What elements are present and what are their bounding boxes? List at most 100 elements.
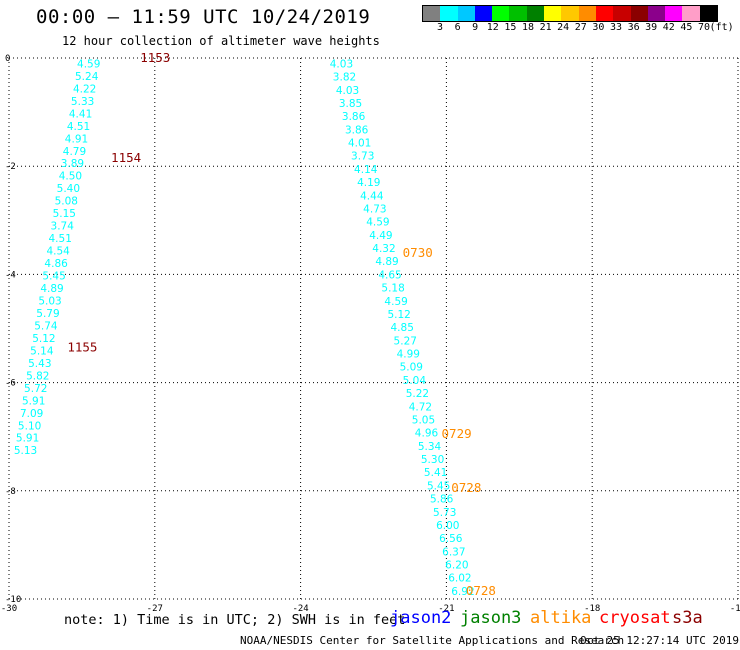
wave-height-value: 5.33 [71,96,94,108]
wave-height-value: 5.22 [406,388,429,400]
wave-height-value: 4.89 [40,283,63,295]
wave-height-value: 4.44 [360,190,384,202]
wave-height-value: 4.03 [330,58,353,70]
time-label: 0730 [403,245,433,260]
wave-height-value: 4.59 [384,296,407,308]
wave-height-value: 5.74 [34,320,58,332]
color-swatch [492,6,510,21]
wave-height-value: 5.73 [433,507,456,519]
color-swatch [630,6,648,21]
wave-height-value: 5.72 [24,383,47,395]
wave-height-value: 6.00 [436,520,459,532]
x-tick-label: -15 [730,604,740,614]
wave-height-value: 5.24 [75,71,99,83]
wave-height-value: 5.43 [28,358,51,370]
color-swatch [578,6,596,21]
color-swatch [509,6,527,21]
wave-height-value: 5.03 [38,295,61,307]
color-swatch [544,6,562,21]
wave-height-value: 3.74 [51,221,75,233]
wave-height-value: 4.72 [409,401,432,413]
color-swatch [423,6,441,21]
wave-height-value: 5.91 [16,433,39,445]
time-label: 1153 [140,50,170,65]
color-scale-tick: 3 [436,22,444,33]
time-label: 0728 [451,480,481,495]
color-scale-ticks: 3 6 9 12 15 18 21 24 27 30 33 36 39 42 45 70 (ft) [422,22,734,34]
wave-height-value: 4.54 [46,246,70,258]
credit-line: NOAA/NESDIS Center for Satellite Applica… [240,634,625,647]
legend-jason3: jason3 [460,608,522,628]
wave-height-value: 5.10 [18,420,41,432]
color-scale-tick: 42 [662,22,675,33]
wave-height-value: 4.41 [69,108,92,120]
wave-height-value: 5.13 [14,445,37,457]
time-label: 0729 [442,426,472,441]
color-swatch [526,6,545,21]
x-tick-label: -18 [584,604,600,614]
generation-timestamp: Oct 25 12:27:14 UTC 2019 [580,634,739,647]
color-swatch [682,6,700,21]
color-scale-tick: 21 [539,22,552,33]
color-scale-tick: 36 [627,22,640,33]
wave-height-value: 5.82 [26,370,49,382]
time-label: 0728 [466,583,496,598]
wave-height-value: 3.89 [61,158,84,170]
x-tick-label: -27 [147,604,163,614]
color-scale-tick: 45 [680,22,693,33]
color-swatch [440,6,458,21]
wave-height-value: 6.37 [442,546,465,558]
wave-height-value: 3.86 [342,111,366,123]
x-tick-label: -21 [438,604,454,614]
wave-height-value: 3.82 [333,72,356,84]
color-swatch [613,6,631,21]
color-scale-tick: (ft) [709,22,734,33]
color-scale-bar [422,5,719,22]
wave-height-value: 4.51 [49,233,72,245]
color-scale-tick: 30 [592,22,605,33]
wave-height-value: 5.12 [32,333,55,345]
wave-height-value: 3.85 [339,98,362,110]
wave-height-value: 5.04 [403,375,427,387]
color-swatch [665,6,683,21]
wave-height-value: 4.51 [67,121,90,133]
chart-title: 00:00 – 11:59 UTC 10/24/2019 [36,6,371,28]
wave-height-value: 4.59 [77,58,100,70]
wave-height-value: 4.89 [375,256,398,268]
y-tick-label: -4 [5,270,16,280]
wave-height-value: 7.09 [20,408,43,420]
wave-height-value: 5.12 [387,309,410,321]
wave-height-value: 4.85 [391,322,414,334]
color-swatch [647,6,666,21]
color-scale-tick: 33 [609,22,623,33]
wave-height-value: 5.15 [53,208,76,220]
wave-height-value: 4.91 [65,133,88,145]
wave-height-value: 6.56 [439,533,463,545]
wave-height-value: 5.27 [394,335,417,347]
color-scale-tick: 18 [521,22,535,33]
wave-height-value: 4.03 [336,85,359,97]
footnote: note: 1) Time is in UTC; 2) SWH is in fe… [64,612,406,628]
wave-height-value: 4.19 [357,177,380,189]
color-swatch [699,6,718,21]
wave-height-value: 6.20 [445,560,468,572]
wave-height-value: 5.40 [57,183,80,195]
color-scale-tick: 9 [472,22,479,33]
color-scale-tick: 15 [504,22,517,33]
color-scale-tick: 27 [574,22,587,33]
wave-height-value: 5.45 [42,271,65,283]
wave-height-value: 5.45 [427,480,450,492]
y-tick-label: -10 [5,595,21,605]
wave-height-value: 4.99 [397,349,420,361]
wave-height-value: 4.22 [73,83,96,95]
wave-height-value: 4.79 [63,146,86,158]
wave-height-value: 5.86 [430,494,454,506]
wave-height-value: 5.14 [30,345,54,357]
y-tick-label: -8 [5,487,16,497]
color-swatch [595,6,614,21]
wave-height-value: 3.86 [345,124,369,136]
color-swatch [561,6,579,21]
wave-height-value: 4.59 [366,217,389,229]
color-scale-tick: 12 [486,22,499,33]
